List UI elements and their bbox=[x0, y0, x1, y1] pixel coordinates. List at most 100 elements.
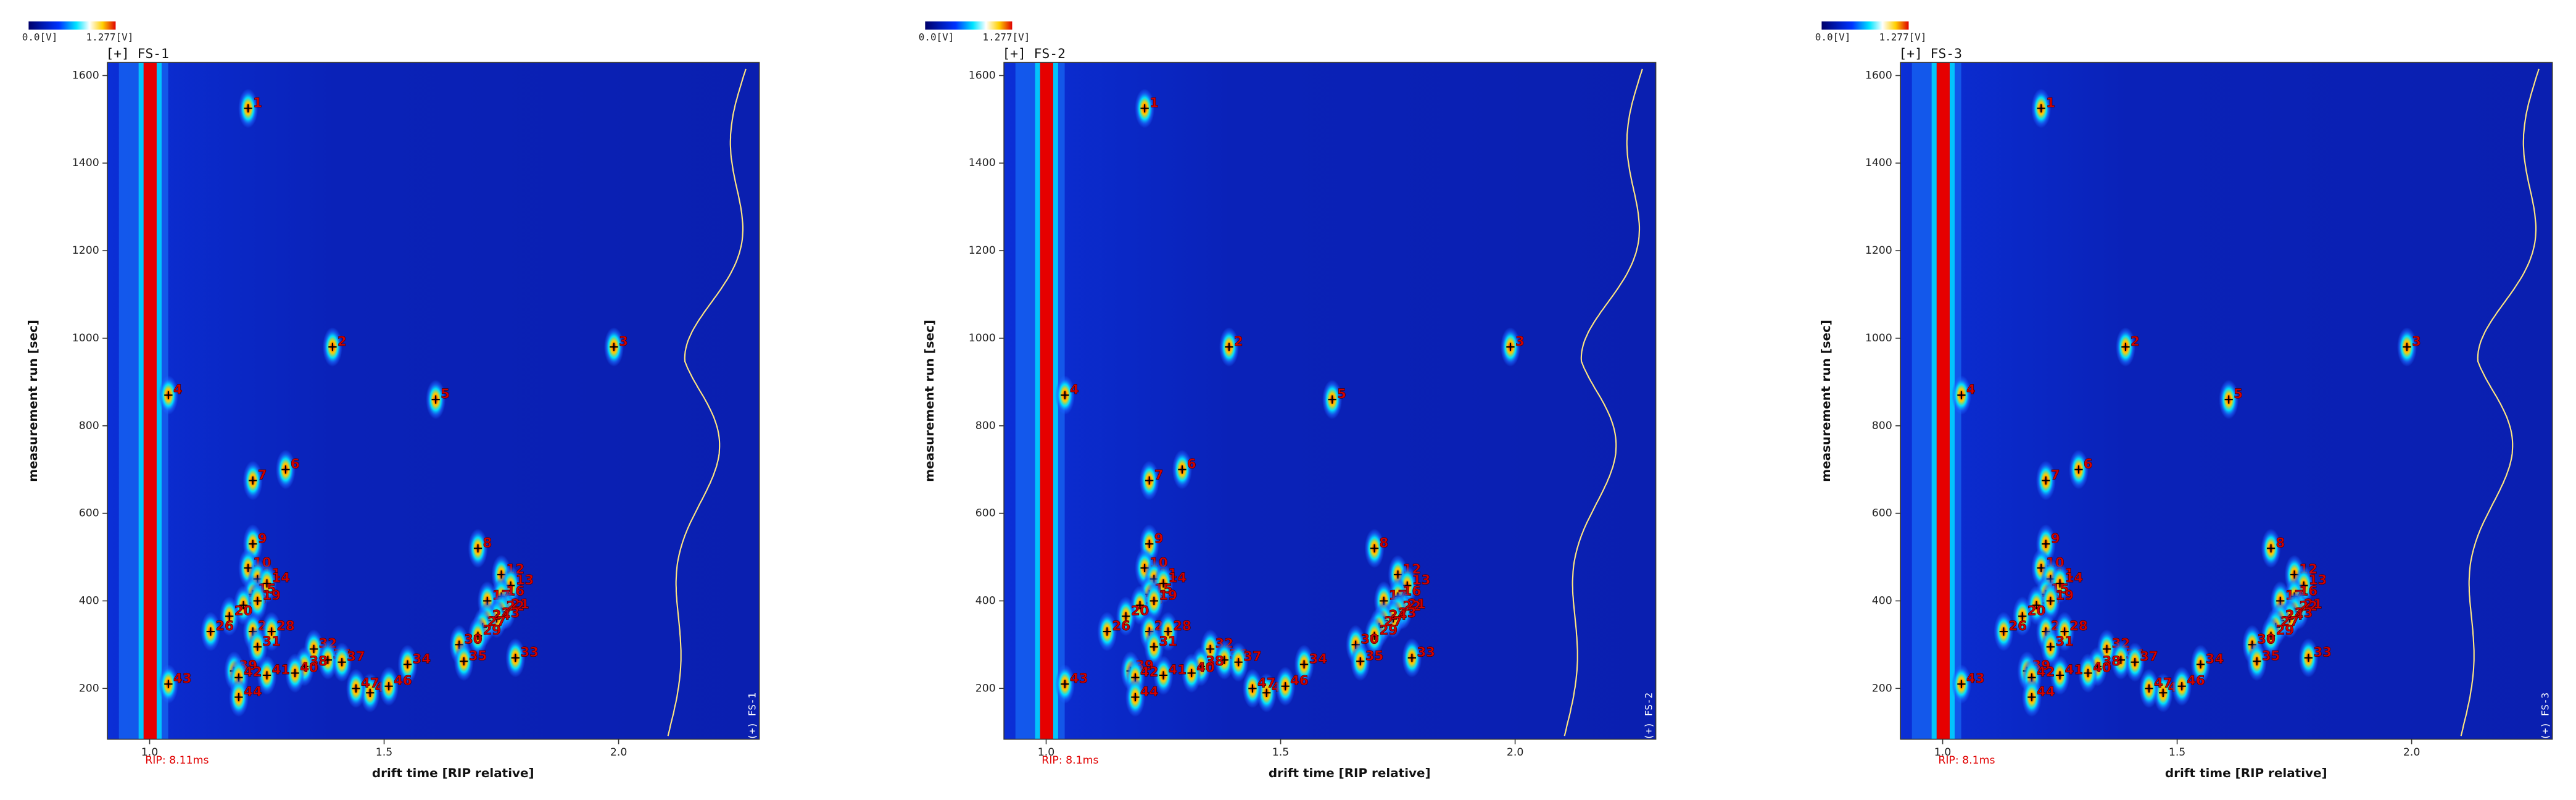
peak-label: 28 bbox=[2069, 619, 2088, 634]
rip-edge bbox=[1931, 62, 1937, 740]
peak-marker bbox=[2403, 343, 2411, 351]
rip-note: RIP: 8.11ms bbox=[145, 754, 209, 767]
peak-marker bbox=[244, 104, 252, 113]
rip-note: RIP: 8.1ms bbox=[1938, 754, 1995, 767]
peak-label: 29 bbox=[2276, 623, 2295, 638]
peak-marker bbox=[2037, 104, 2045, 113]
peak-marker bbox=[2102, 644, 2111, 654]
peak-label: 38 bbox=[1206, 654, 1224, 669]
peak-label: 14 bbox=[2065, 570, 2084, 586]
peak-label: 6 bbox=[291, 457, 300, 472]
peak-label: 8 bbox=[2276, 535, 2285, 551]
peak-marker bbox=[253, 643, 262, 651]
peak-label: 34 bbox=[2206, 651, 2224, 667]
x-tick-label: 1.0 bbox=[141, 746, 158, 759]
peak-marker bbox=[1103, 627, 1111, 636]
peak-label: 14 bbox=[1169, 570, 1187, 586]
peak-label: 9 bbox=[258, 531, 267, 546]
peak-label: 8 bbox=[483, 535, 492, 551]
peak-marker bbox=[1140, 104, 1149, 113]
peak-label: 27 bbox=[1384, 614, 1402, 630]
peak-label: 3 bbox=[619, 334, 628, 349]
peak-label: 4 bbox=[1966, 382, 1976, 398]
x-axis-label: drift time [RIP relative] bbox=[1269, 765, 1431, 780]
peak-marker bbox=[1999, 627, 2008, 636]
side-label: (+) FS-2 bbox=[1642, 693, 1654, 740]
peak-label: 27 bbox=[2280, 614, 2299, 630]
peak-marker bbox=[403, 660, 412, 669]
peak-label: 46 bbox=[2187, 673, 2205, 689]
peak-marker bbox=[610, 343, 618, 351]
y-axis-label: measurement run [sec] bbox=[922, 320, 937, 482]
peak-label: 35 bbox=[1365, 648, 1384, 664]
peak-label: 2 bbox=[338, 334, 347, 349]
peak-label: 26 bbox=[2008, 619, 2027, 634]
peak-marker bbox=[1370, 631, 1379, 640]
peak-marker bbox=[1061, 680, 1069, 688]
y-tick-label: 1000 bbox=[1865, 332, 1892, 344]
peak-label: 28 bbox=[276, 619, 295, 634]
y-tick-label: 1400 bbox=[1865, 157, 1892, 169]
peak-marker bbox=[2116, 656, 2126, 664]
peak-marker bbox=[323, 656, 332, 664]
y-tick-label: 400 bbox=[79, 594, 99, 607]
x-tick-label: 1.0 bbox=[1934, 746, 1951, 759]
peak-marker bbox=[1370, 544, 1379, 552]
peak-label: 47 bbox=[1257, 675, 1276, 691]
peak-marker bbox=[1145, 476, 1154, 485]
panel-title: [+] FS-2 bbox=[1002, 46, 1065, 62]
peak-label: 16 bbox=[2300, 583, 2318, 599]
peak-marker bbox=[164, 391, 173, 399]
peak-marker bbox=[267, 627, 276, 636]
peak-marker bbox=[281, 465, 290, 474]
peak-marker bbox=[2121, 343, 2130, 351]
y-axis-label: measurement run [sec] bbox=[1818, 320, 1833, 482]
y-tick-label: 600 bbox=[975, 507, 996, 520]
peak-label: 42 bbox=[1140, 665, 1159, 680]
peak-marker bbox=[1159, 579, 1168, 588]
peak-label: 29 bbox=[483, 623, 502, 638]
peak-marker bbox=[1262, 688, 1271, 698]
x-tick-label: 1.5 bbox=[1272, 746, 1289, 759]
y-tick-label: 1600 bbox=[72, 69, 99, 81]
x-tick-label: 2.0 bbox=[1507, 746, 1523, 759]
plot-frame bbox=[1003, 62, 1657, 740]
projection-curve bbox=[1563, 69, 1643, 736]
peak-label: 19 bbox=[2055, 588, 2074, 603]
peak-label: 37 bbox=[347, 649, 365, 665]
panel-title: [+] FS-3 bbox=[1899, 46, 1961, 62]
peak-marker bbox=[1225, 343, 1233, 351]
peak-marker bbox=[291, 669, 299, 678]
peak-label: 33 bbox=[1417, 645, 1435, 660]
peak-label: 33 bbox=[520, 645, 539, 660]
peak-label: 1 bbox=[1149, 96, 1159, 111]
peak-marker bbox=[206, 627, 215, 636]
peak-marker bbox=[328, 343, 337, 351]
x-axis-label: drift time [RIP relative] bbox=[2165, 765, 2327, 780]
peak-marker bbox=[253, 596, 262, 606]
peak-marker bbox=[2046, 596, 2055, 606]
peak-label: 40 bbox=[300, 660, 318, 675]
peak-label: 43 bbox=[1966, 671, 1985, 686]
peak-marker bbox=[2027, 693, 2036, 702]
side-label: (+) FS-3 bbox=[2539, 693, 2551, 740]
y-tick-label: 200 bbox=[79, 682, 99, 694]
peak-marker bbox=[1234, 658, 1243, 667]
peak-marker bbox=[1145, 540, 1154, 548]
peak-label: 22 bbox=[507, 599, 525, 614]
peak-label: 35 bbox=[469, 648, 487, 664]
peak-label: 4 bbox=[173, 382, 183, 398]
peak-marker bbox=[384, 682, 393, 691]
peak-label: 31 bbox=[1159, 634, 1177, 649]
peak-label: 14 bbox=[272, 570, 291, 586]
peak-marker bbox=[1135, 601, 1145, 610]
peak-marker bbox=[473, 544, 482, 552]
peak-label: 7 bbox=[1154, 467, 1164, 483]
peak-marker bbox=[1159, 671, 1168, 680]
y-tick-label: 1200 bbox=[1865, 244, 1892, 257]
peak-label: 28 bbox=[1173, 619, 1191, 634]
peak-label: 27 bbox=[487, 614, 506, 630]
y-tick-label: 1200 bbox=[969, 244, 996, 257]
peak-label: 13 bbox=[1412, 573, 1431, 588]
